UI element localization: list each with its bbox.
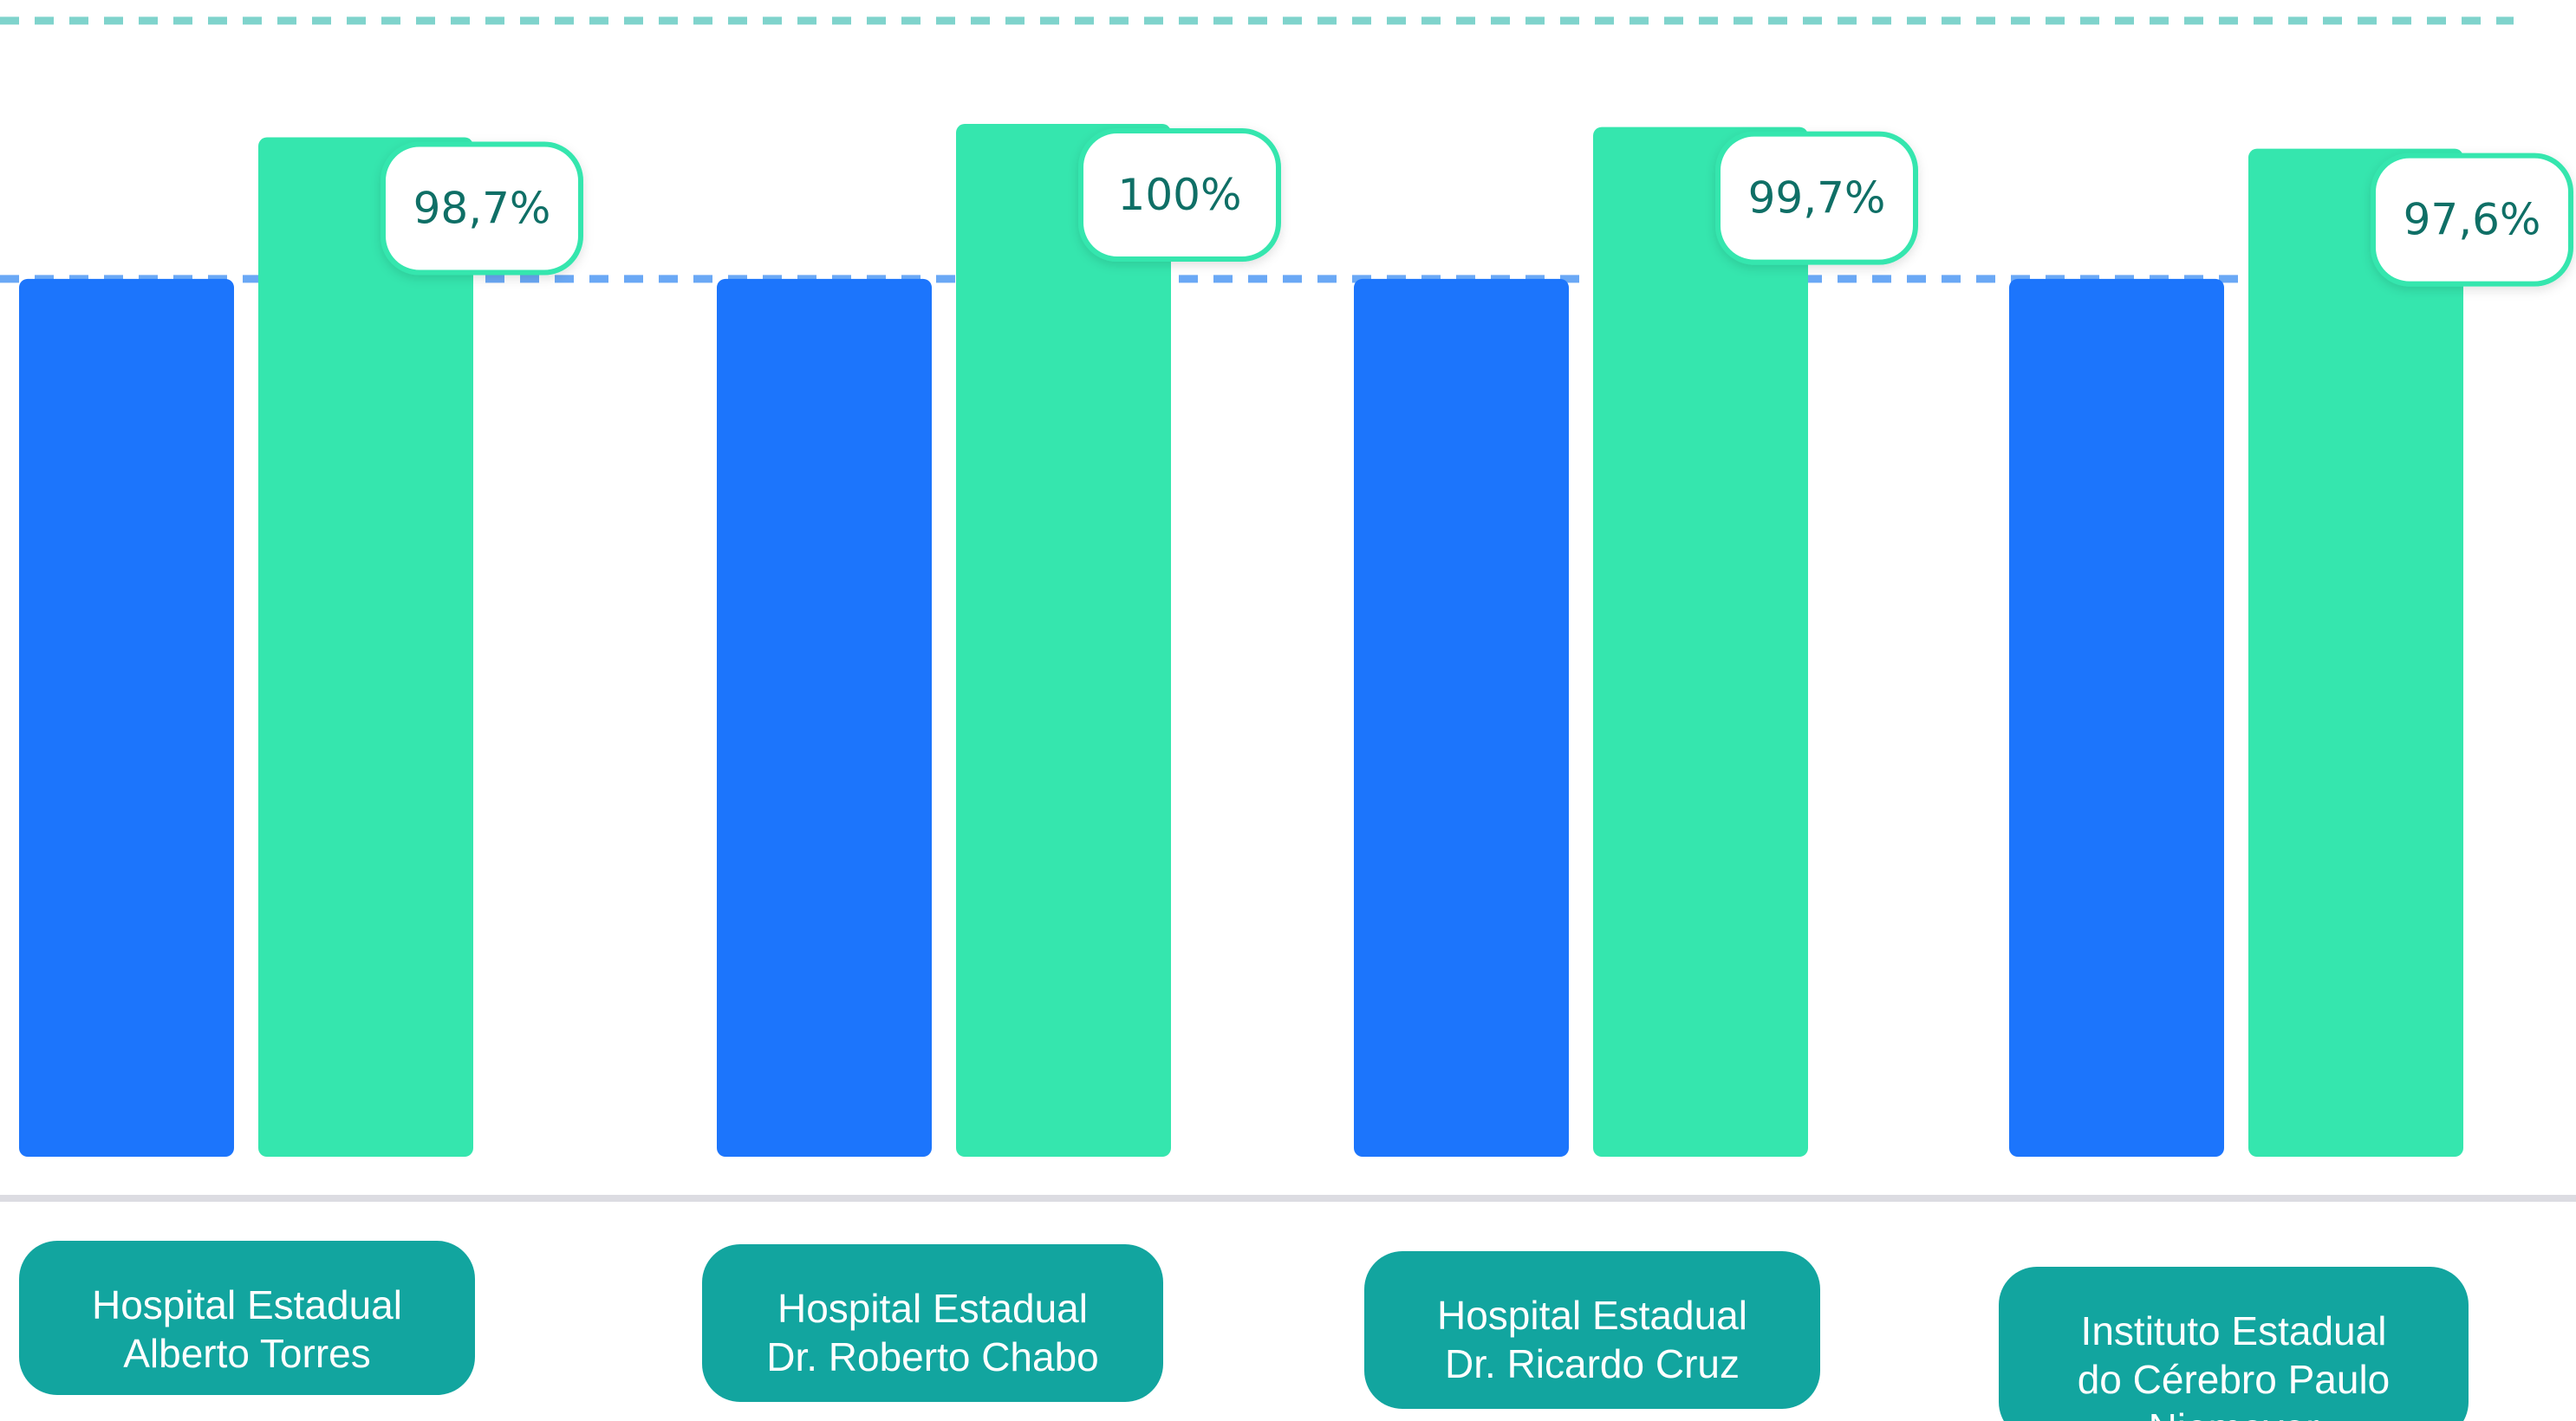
value-label: 97,6% [2404, 195, 2541, 245]
value-callout-2: 100% [1078, 128, 1281, 263]
value-callout-box [2371, 152, 2573, 287]
category-label-line: Hospital Estadual [777, 1286, 1088, 1331]
category-label-box [19, 1241, 475, 1395]
category-label-line: Dr. Roberto Chabo [766, 1334, 1099, 1379]
bar-series-1-3 [1354, 278, 1569, 1158]
bar-series-1-1 [19, 278, 234, 1158]
bar-series-2-1 [258, 137, 473, 1157]
value-callout-box [1715, 131, 1918, 265]
category-label-line: Hospital Estadual [92, 1282, 402, 1327]
bar-series-2-2 [956, 124, 1171, 1157]
category-label-box [1364, 1251, 1820, 1409]
category-label-line: Instituto Estadual [2081, 1308, 2387, 1353]
value-label: 99,7% [1748, 173, 1886, 224]
bar-series-2-4 [2248, 148, 2463, 1158]
category-label-line: Hospital Estadual [1437, 1293, 1747, 1338]
category-label-line: Alberto Torres [123, 1331, 371, 1376]
value-callout-1: 98,7% [381, 141, 583, 276]
category-label-line: do Cérebro Paulo [2078, 1357, 2391, 1402]
category-label-line: Dr. Ricardo Cruz [1445, 1341, 1740, 1386]
category-label-box [1999, 1267, 2469, 1421]
value-label: 100% [1118, 170, 1242, 220]
category-label-line: Niemeyer [2149, 1405, 2319, 1421]
value-callout-box [381, 141, 583, 276]
bar-series-2-3 [1593, 127, 1808, 1158]
category-label-box [702, 1244, 1163, 1402]
value-label: 98,7% [413, 184, 551, 234]
value-callout-box [1078, 128, 1281, 263]
bar-series-1-4 [2009, 278, 2224, 1158]
bar-series-1-2 [717, 278, 932, 1158]
value-callout-3: 99,7% [1715, 131, 1918, 265]
value-callout-4: 97,6% [2371, 152, 2573, 287]
